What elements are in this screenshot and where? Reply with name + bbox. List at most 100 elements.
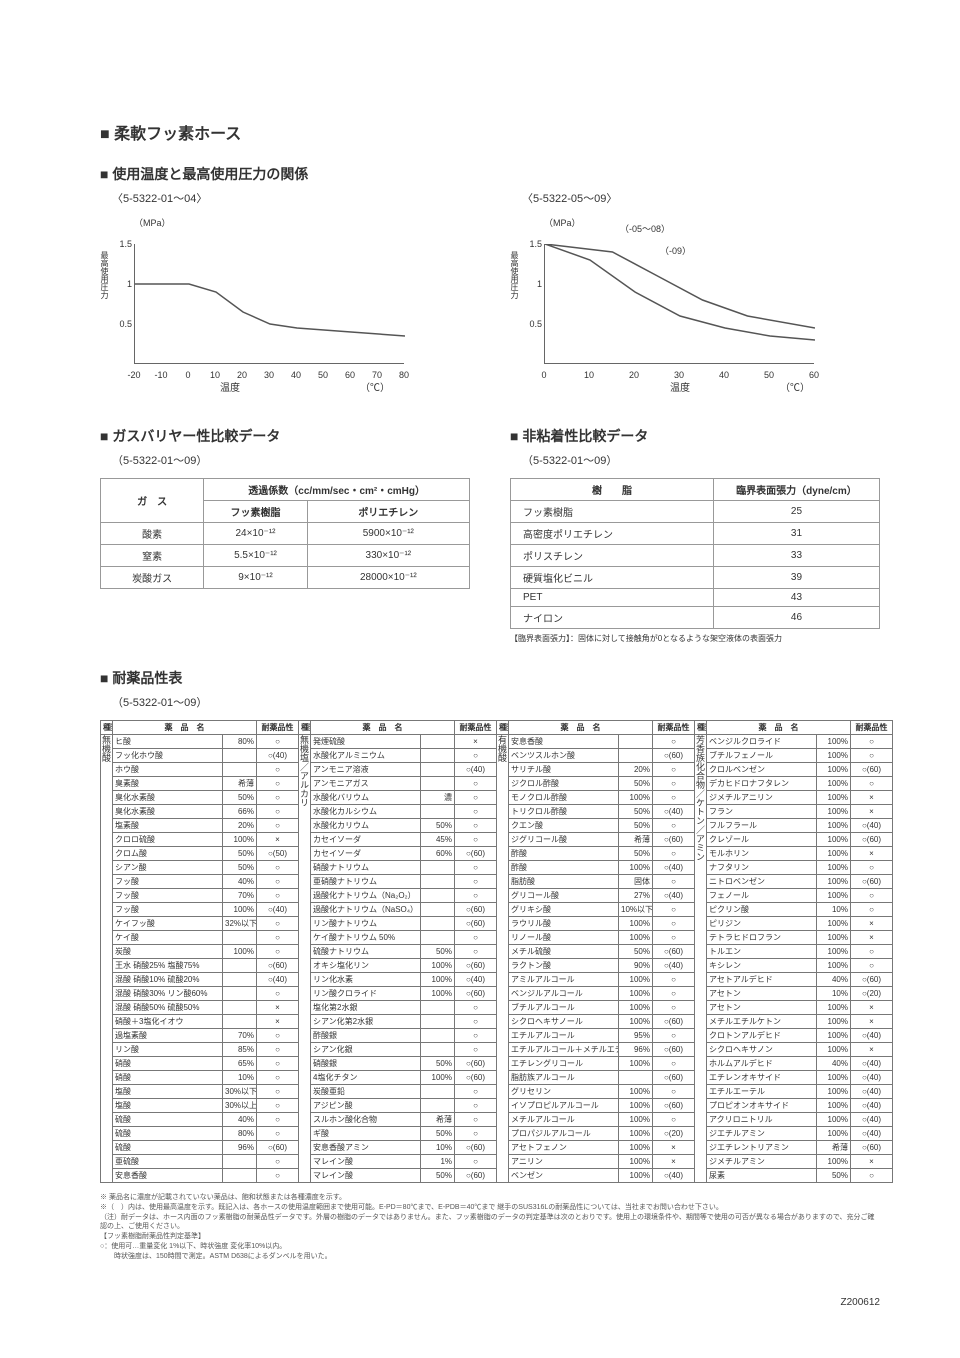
cell: × bbox=[653, 1141, 695, 1155]
cell: 50% bbox=[223, 791, 257, 805]
cell: 過酸化ナトリウム（NaSO₄） bbox=[311, 903, 421, 917]
xtick: 20 bbox=[629, 370, 639, 380]
cell: ジエチレントリアミン bbox=[707, 1141, 817, 1155]
cell: 50% bbox=[619, 819, 653, 833]
cell: ○(40) bbox=[455, 973, 497, 987]
cell: 酢酸 bbox=[509, 847, 619, 861]
gas-header-gas: ガ ス bbox=[101, 479, 204, 523]
cell: 100% bbox=[817, 777, 851, 791]
chart-left-xunit: （℃） bbox=[360, 379, 390, 394]
cell: ○ bbox=[851, 749, 893, 763]
cell: 塩素酸 bbox=[113, 819, 223, 833]
cell: 100% bbox=[619, 987, 653, 1001]
cell bbox=[223, 1015, 257, 1029]
cell: × bbox=[851, 1043, 893, 1057]
chem-header-name: 薬 品 名 bbox=[113, 721, 257, 735]
chem-header-name: 薬 品 名 bbox=[707, 721, 851, 735]
cell bbox=[421, 1015, 455, 1029]
cell: ○ bbox=[653, 791, 695, 805]
cell: ○ bbox=[257, 1043, 299, 1057]
cell: トリクロル酢酸 bbox=[509, 805, 619, 819]
cell: ホルムアルデヒド bbox=[707, 1057, 817, 1071]
cell: 4塩化チタン bbox=[311, 1071, 421, 1085]
table-row: PET43 bbox=[511, 589, 880, 607]
cell: ○ bbox=[257, 763, 299, 777]
cell: ○(60) bbox=[257, 959, 299, 973]
cell: エチルエーテル bbox=[707, 1085, 817, 1099]
cell: ○(40) bbox=[851, 1057, 893, 1071]
cell: 50% bbox=[619, 847, 653, 861]
cell: 40% bbox=[817, 1057, 851, 1071]
cell bbox=[421, 749, 455, 763]
cell: ○(60) bbox=[455, 1169, 497, 1183]
chem-group-label: 有機酸 bbox=[497, 735, 509, 1183]
cell: フルフラール bbox=[707, 819, 817, 833]
cell: ○(60) bbox=[653, 833, 695, 847]
cell: ○ bbox=[851, 777, 893, 791]
cell: 亜硫酸 bbox=[113, 1155, 223, 1169]
gas-header-f: フッ素樹脂 bbox=[204, 501, 307, 523]
cell: 27% bbox=[619, 889, 653, 903]
cell: ○ bbox=[653, 917, 695, 931]
cell: ○(40) bbox=[257, 749, 299, 763]
cell: × bbox=[455, 735, 497, 749]
cell: 硬質塩化ビニル bbox=[511, 567, 714, 589]
chart-right: （MPa） 最高使用圧力 （-05～08） （-09） 温度 （℃） 0.511… bbox=[510, 216, 850, 396]
cell: 100% bbox=[817, 917, 851, 931]
cell bbox=[421, 763, 455, 777]
cell: ○(60) bbox=[455, 1057, 497, 1071]
cell: 50% bbox=[421, 945, 455, 959]
table-row: 炭酸ガス9×10⁻¹²28000×10⁻¹² bbox=[101, 567, 470, 589]
cell: ○ bbox=[257, 945, 299, 959]
cell: ジグリコール酸 bbox=[509, 833, 619, 847]
cell: 50% bbox=[421, 1127, 455, 1141]
cell: ○ bbox=[257, 861, 299, 875]
cell bbox=[421, 1099, 455, 1113]
cell: アセトフェノン bbox=[509, 1141, 619, 1155]
cell: 9×10⁻¹² bbox=[204, 567, 307, 589]
cell: ○(60) bbox=[653, 749, 695, 763]
cell: 1% bbox=[421, 1155, 455, 1169]
cell bbox=[421, 777, 455, 791]
cell: ○(60) bbox=[653, 1043, 695, 1057]
chem-header-type: 種類 bbox=[497, 721, 509, 735]
cell: 66% bbox=[223, 805, 257, 819]
cell: リン酸 bbox=[113, 1043, 223, 1057]
cell: ブチルアルコール bbox=[509, 1001, 619, 1015]
table-row: 硬質塩化ビニル39 bbox=[511, 567, 880, 589]
cell: フッ酸 bbox=[113, 889, 223, 903]
cell: ○ bbox=[455, 945, 497, 959]
cell: ○ bbox=[851, 735, 893, 749]
cell: ○(40) bbox=[653, 1169, 695, 1183]
cell: 100% bbox=[817, 763, 851, 777]
cell: モルホリン bbox=[707, 847, 817, 861]
chart-right-annot-a: （-05～08） bbox=[620, 222, 670, 235]
cell: 硫酸 bbox=[113, 1141, 223, 1155]
cell: 硝酸 bbox=[113, 1071, 223, 1085]
chem-header-name: 薬 品 名 bbox=[509, 721, 653, 735]
cell: 高密度ポリエチレン bbox=[511, 523, 714, 545]
cell: ○ bbox=[653, 903, 695, 917]
footnote-line: 【フッ素樹脂耐薬品性判定基準】 bbox=[100, 1232, 880, 1242]
cell: リン化水素 bbox=[311, 973, 421, 987]
ytick: 1 bbox=[116, 279, 132, 289]
chart-right-ylabel: 最高使用圧力 bbox=[506, 251, 520, 299]
chart-right-annot-b: （-09） bbox=[660, 244, 691, 257]
cell: 安息香酸アミン bbox=[311, 1141, 421, 1155]
cell: ○(40) bbox=[851, 1099, 893, 1113]
cell: 20% bbox=[619, 763, 653, 777]
cell: 100% bbox=[619, 917, 653, 931]
cell: 80% bbox=[223, 735, 257, 749]
chart-right-range: 〈5-5322-05～09〉 bbox=[510, 190, 880, 206]
cell: 100% bbox=[223, 833, 257, 847]
cell: ラウリル酸 bbox=[509, 917, 619, 931]
cell: 100% bbox=[619, 791, 653, 805]
cell: メチル硫酸 bbox=[509, 945, 619, 959]
cell: シクロヘキサノール bbox=[509, 1015, 619, 1029]
cell bbox=[421, 805, 455, 819]
cell: 100% bbox=[619, 1085, 653, 1099]
cell bbox=[223, 1001, 257, 1015]
cell bbox=[421, 875, 455, 889]
cell: ○(40) bbox=[257, 903, 299, 917]
chem-header-res: 耐薬品性 bbox=[653, 721, 695, 735]
